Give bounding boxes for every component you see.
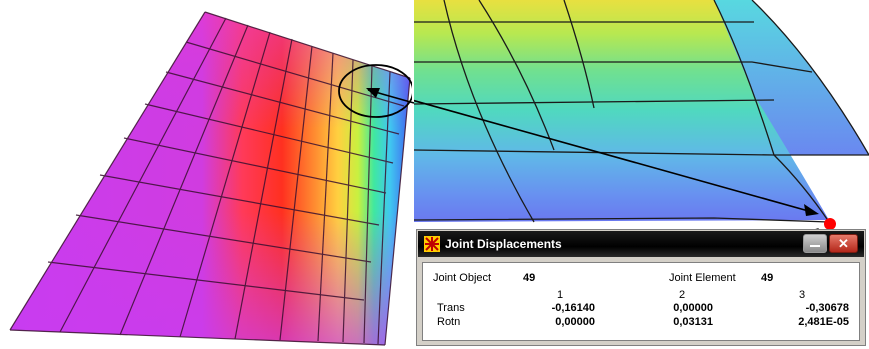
shell-contour-plot: [9, 11, 412, 346]
callout-arrows: [414, 99, 813, 213]
close-icon: ✕: [838, 236, 849, 251]
column-header-1: 1: [557, 289, 564, 301]
joint-displacements-dialog: Joint Displacements ✕ Joint Object 49 Jo…: [416, 229, 866, 346]
highlight-circle: [338, 64, 412, 118]
rotn-value-3: 2,481E-05: [798, 316, 849, 328]
left-contour-view[interactable]: [0, 0, 412, 349]
zoomed-contour-plot: [414, 0, 869, 267]
selected-joint-marker: [824, 218, 836, 230]
trans-value-2: 0,00000: [673, 302, 713, 314]
shell-body: [414, 0, 829, 222]
row-label-trans: Trans: [437, 302, 465, 314]
minimize-button[interactable]: [803, 234, 827, 253]
joint-object-value: 49: [523, 272, 536, 284]
rotn-value-1: 0,00000: [555, 316, 595, 328]
rotn-value-2: 0,03131: [673, 316, 713, 328]
trans-value-1: -0,16140: [551, 302, 595, 314]
joint-element-label: Joint Element: [669, 272, 736, 284]
row-label-rotn: Rotn: [437, 316, 461, 328]
close-button[interactable]: ✕: [829, 234, 858, 253]
column-header-2: 2: [679, 289, 686, 301]
dialog-content: Joint Object 49 Joint Element 49 1 2 3 T…: [422, 262, 860, 341]
joint-displacement-app-icon: [424, 236, 440, 252]
minimize-icon: [810, 245, 820, 247]
trans-value-3: -0,30678: [805, 302, 849, 314]
dialog-titlebar[interactable]: Joint Displacements ✕: [418, 231, 864, 257]
mesh-lines: [9, 11, 411, 346]
mesh-lines-zoom: [414, 0, 869, 223]
dialog-title: Joint Displacements: [445, 237, 562, 251]
shell-wing: [714, 0, 869, 155]
joint-element-value: 49: [761, 272, 774, 284]
joint-object-label: Joint Object: [433, 272, 492, 284]
column-header-3: 3: [799, 289, 806, 301]
